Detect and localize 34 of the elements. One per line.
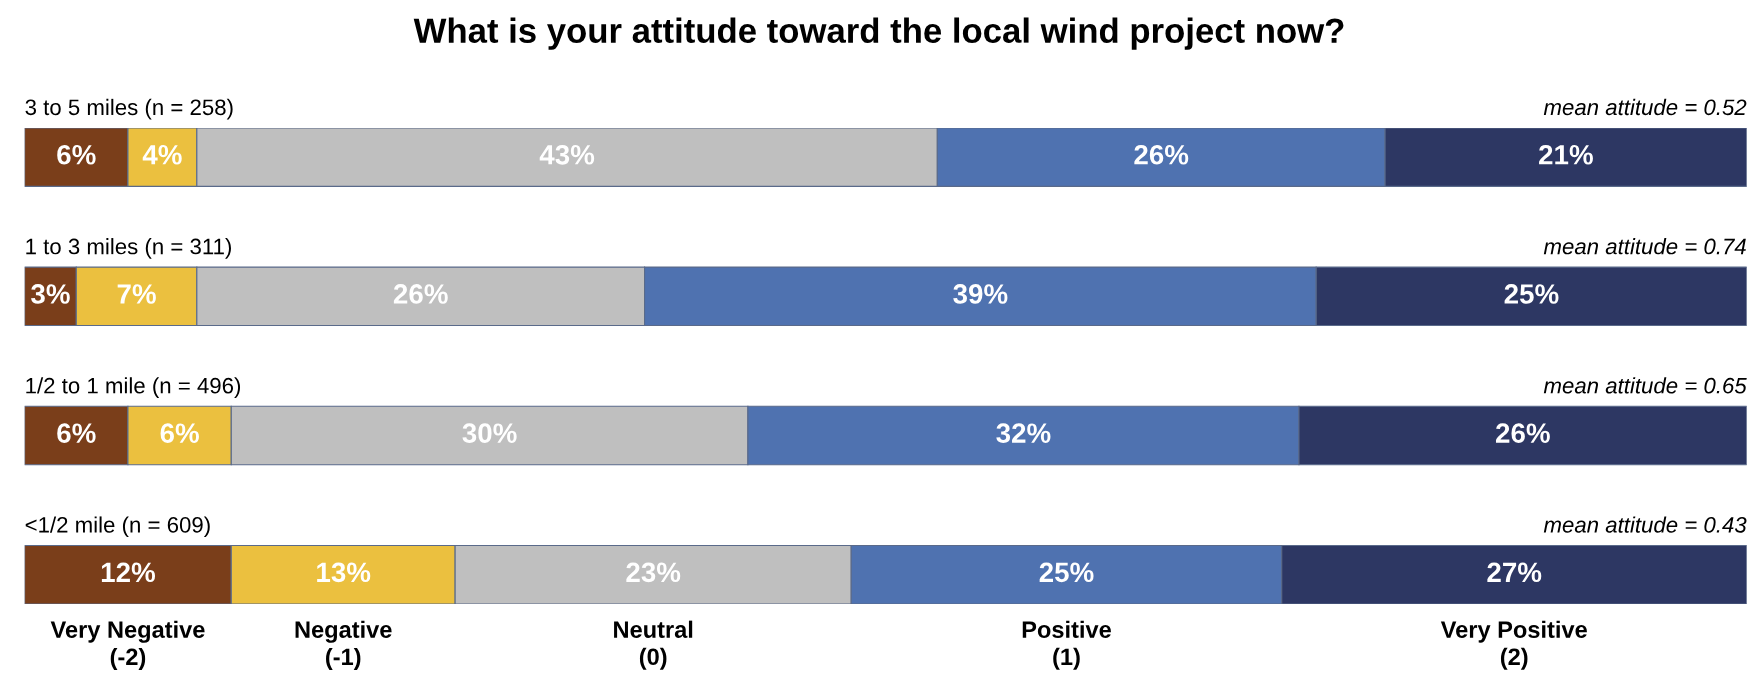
data-label: 6% [57, 423, 96, 443]
series-label: Very Negative (-2) [50, 620, 205, 670]
data-label: 13% [317, 562, 371, 583]
data-label: 27% [1487, 562, 1542, 583]
series-label: Neutral (0) [614, 620, 693, 670]
data-label: 6% [160, 423, 199, 443]
y-tick-label: <1/2 mile (n = 609) [25, 516, 210, 538]
data-label: 30% [462, 423, 517, 444]
data-label: 3% [31, 284, 70, 304]
annotation: mean attitude = 0.74 [1543, 238, 1746, 255]
series-label: Very Positive (2) [1440, 620, 1587, 670]
annotation: mean attitude = 0.43 [1543, 516, 1747, 533]
data-label: 39% [953, 284, 1008, 304]
data-label: 4% [142, 145, 182, 165]
series-label: Negative (-1) [295, 620, 392, 670]
y-tick-label: 1 to 3 miles (n = 311) [26, 238, 231, 259]
data-label: 26% [393, 284, 448, 304]
data-label: 25% [1504, 284, 1559, 304]
data-label: 26% [1134, 144, 1189, 165]
y-tick-label: 3 to 5 miles (n = 258) [25, 98, 233, 120]
data-label: 26% [1495, 423, 1550, 443]
annotation: mean attitude = 0.65 [1543, 377, 1747, 394]
chart-title: What is your attitude toward the local wind project now? [413, 17, 1344, 50]
data-label: 32% [996, 423, 1051, 444]
series-label: Positive (1) [1022, 620, 1111, 670]
data-label: 7% [117, 284, 156, 304]
data-label: 6% [57, 144, 96, 165]
data-label: 25% [1039, 562, 1094, 583]
data-label: 12% [101, 562, 156, 583]
data-label: 23% [626, 562, 681, 583]
data-label: 21% [1539, 144, 1593, 165]
annotation: mean attitude = 0.52 [1543, 98, 1747, 116]
data-label: 43% [539, 144, 595, 165]
y-tick-label: 1/2 to 1 mile (n = 496) [26, 377, 241, 398]
